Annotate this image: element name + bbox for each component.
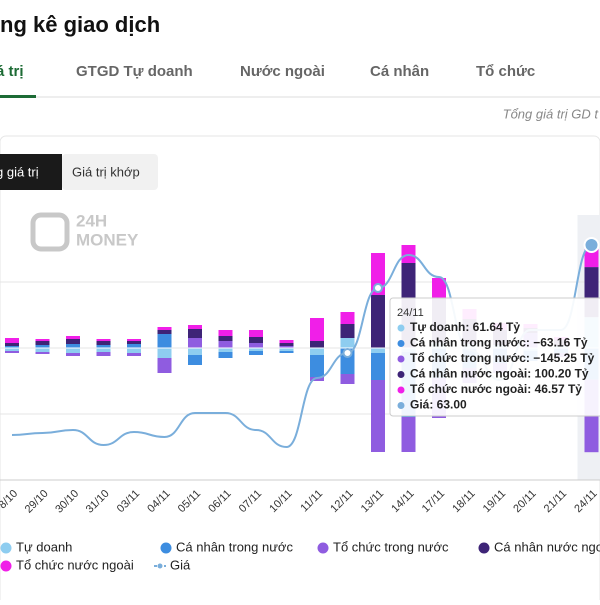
tooltip-dot [398,402,405,409]
tooltip-dot [398,340,405,347]
bar-segment [36,341,50,345]
tooltip-item: Cá nhân nước ngoài: 100.20 Tỷ [410,367,589,381]
legend-label[interactable]: Tổ chức trong nước [333,539,449,554]
bar-segment [219,336,233,341]
legend-dot [318,543,329,554]
subtitle: Tổng giá trị GD t [503,106,600,121]
bar-segment [371,380,385,452]
bar-segment [127,339,141,341]
bar-segment [280,351,294,353]
bar-segment [249,343,263,348]
tooltip-dot [398,387,405,394]
bar-segment [188,348,202,355]
bar-segment [36,348,50,352]
legend-dot [158,564,163,569]
bar-segment [280,343,294,346]
bar-segment [66,348,80,353]
bar-segment [219,341,233,348]
bar-segment [371,295,385,348]
legend-label[interactable]: Giá [170,557,191,572]
tooltip-dot [398,356,405,363]
tab-indicator [0,95,36,98]
bar-segment [310,341,324,348]
tooltip-item: Tự doanh: 61.64 Tỷ [410,320,520,334]
legend-dot [479,543,490,554]
tooltip-dot [398,325,405,332]
tooltip-item: Tổ chức nước ngoài: 46.57 Tỷ [410,382,582,396]
bar-segment [97,348,111,352]
tooltip-item: Cá nhân trong nước: −63.16 Tỷ [410,336,588,350]
bar-segment [188,325,202,329]
bar-segment [341,374,355,384]
bar-segment [341,338,355,348]
bar-segment [97,352,111,356]
tooltip-item: Giá: 63.00 [410,398,467,412]
legend-dot [1,543,12,554]
bar-segment [310,355,324,377]
bar-segment [402,417,416,452]
bar-segment [219,352,233,358]
toggle-label[interactable]: Giá trị khớp [72,164,140,179]
bar-segment [66,344,80,348]
legend-dot [161,543,172,554]
bar-segment [36,352,50,354]
tab[interactable]: Cá nhân [370,63,429,80]
price-marker [344,349,352,357]
bar-segment [341,324,355,338]
bar-segment [158,334,172,348]
legend-label[interactable]: Cá nhân nước ngoài [494,539,600,554]
price-marker [374,284,382,292]
bar-segment [5,351,19,353]
bar-segment [66,339,80,344]
bar-segment [371,353,385,380]
bar-segment [97,339,111,341]
bar-segment [188,329,202,338]
legend-dot [1,561,12,572]
bar-segment [310,348,324,355]
bar-segment [249,337,263,343]
bar-segment [66,336,80,339]
bar-segment [188,355,202,365]
watermark: 24H [76,211,107,230]
legend-label[interactable]: Tự doanh [16,539,72,554]
bar-segment [158,348,172,358]
bar-segment [249,351,263,355]
tooltip-item: Tổ chức trong nước: −145.25 Tỷ [410,351,595,365]
bar-segment [188,338,202,348]
bar-segment [66,353,80,356]
bar-segment [371,348,385,353]
legend-label[interactable]: Cá nhân trong nước [176,539,293,554]
bar-segment [127,341,141,344]
bar-segment [249,330,263,337]
watermark: MONEY [76,230,139,249]
bar-segment [219,330,233,336]
tab[interactable]: GTGD Tự doanh [76,63,193,80]
tab[interactable]: Nước ngoài [240,63,325,80]
bar-segment [158,327,172,330]
bar-segment [5,338,19,343]
price-marker [585,238,599,252]
bar-segment [36,339,50,341]
bar-segment [158,330,172,334]
bar-segment [5,343,19,346]
bar-segment [341,312,355,324]
tab[interactable]: Tổ chức [476,63,535,80]
bar-segment [280,340,294,343]
legend-label[interactable]: Tổ chức nước ngoài [16,557,134,572]
bar-segment [127,344,141,348]
tooltip-dot [398,371,405,378]
bar-segment [127,353,141,356]
page-title: ng kê giao dịch [0,12,160,37]
bar-segment [310,318,324,341]
tab[interactable]: á trị [0,63,24,80]
bar-segment [127,348,141,353]
tooltip-title: 24/11 [397,307,424,319]
bar-segment [158,358,172,373]
bar-segment [97,341,111,345]
bar-segment [219,348,233,352]
toggle-label[interactable]: g giá trị [0,164,39,179]
